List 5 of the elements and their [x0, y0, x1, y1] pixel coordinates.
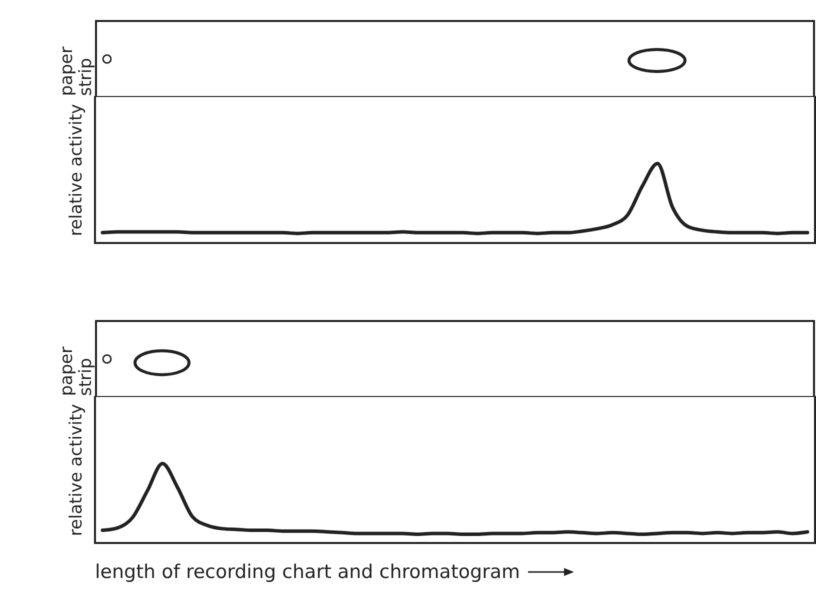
- text: paper strip: [57, 346, 96, 396]
- y-axis-title: relative activity: [66, 404, 86, 536]
- x-axis-title: length of recording chart and chromatogram: [95, 561, 520, 583]
- y-axis-title: relative activity: [66, 104, 86, 236]
- text: paper strip: [57, 46, 96, 96]
